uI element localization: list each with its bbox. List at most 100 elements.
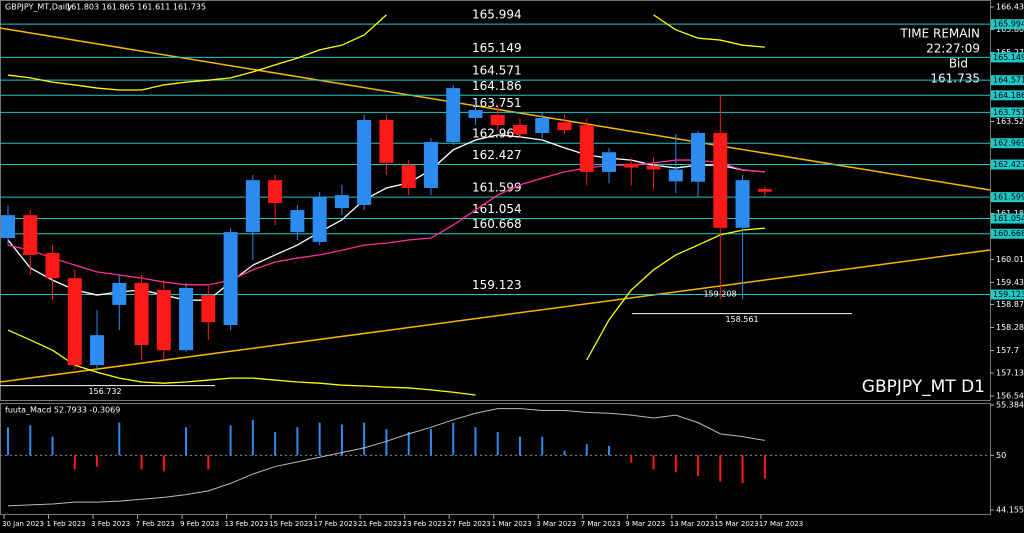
level-tag-label: 163.751	[993, 108, 1024, 117]
y-tick-label: 166.43	[996, 3, 1024, 12]
candle-body	[357, 119, 372, 205]
x-tick-label: 17 Mar 2023	[759, 520, 803, 528]
candle-body	[334, 195, 349, 209]
candle-body	[535, 117, 550, 133]
y-tick-label: 50	[996, 451, 1006, 460]
level-tag	[991, 90, 1024, 101]
candle-body	[512, 125, 527, 135]
histogram-bar	[652, 455, 655, 470]
level-tag	[991, 75, 1024, 86]
candle-body	[624, 163, 639, 168]
candle-body	[90, 335, 105, 366]
candle-body	[468, 110, 483, 118]
histogram-bar	[496, 431, 499, 456]
x-tick-label: 1 Feb 2023	[47, 520, 86, 528]
y-tick-label: 157.7	[996, 346, 1019, 355]
x-tick-label: 13 Mar 2023	[670, 520, 714, 528]
histogram-bar	[229, 425, 232, 456]
price-mark-label: 158.561	[725, 315, 758, 324]
level-tag	[991, 52, 1024, 63]
histogram-bar	[363, 422, 366, 456]
candle-body	[423, 141, 438, 189]
x-tick-label: 15 Feb 2023	[269, 520, 313, 528]
histogram-bar	[474, 427, 477, 456]
candle-body	[67, 278, 82, 366]
y-tick-label: 161.185	[996, 209, 1024, 218]
y-tick-label: 165.86	[996, 25, 1024, 34]
histogram-bar	[251, 419, 254, 456]
histogram-bar	[207, 455, 210, 470]
overlay-line	[7, 227, 765, 396]
main-frame	[0, 0, 991, 401]
x-tick-label: 7 Feb 2023	[136, 520, 175, 528]
price-mark-label: 156.732	[88, 387, 121, 396]
histogram-bar	[73, 455, 76, 470]
y-tick-label: 160.015	[996, 255, 1024, 264]
watermark: GBPJPY_MT D1	[862, 377, 985, 397]
level-label: 161.054	[472, 202, 522, 216]
candle-body	[602, 152, 617, 172]
x-tick-label: 3 Feb 2023	[91, 520, 130, 528]
x-tick-label: 1 Mar 2023	[492, 520, 532, 528]
x-tick-label: 7 Mar 2023	[581, 520, 621, 528]
trendline	[0, 27, 991, 191]
candle-body	[268, 180, 283, 203]
candle-body	[579, 125, 594, 172]
level-tag	[991, 159, 1024, 170]
level-tag	[991, 228, 1024, 239]
histogram-bar	[7, 427, 9, 456]
bid-label: Bid	[949, 57, 968, 71]
y-tick-label: 163.52	[996, 117, 1024, 126]
candle-body	[646, 165, 661, 170]
y-tick-label: 55.3841	[996, 401, 1024, 410]
y-tick-label: 158.285	[996, 323, 1024, 332]
level-tag	[991, 19, 1024, 30]
histogram-bar	[608, 445, 611, 456]
y-tick-label: 156.545	[996, 392, 1024, 401]
x-tick-label: 21 Feb 2023	[358, 520, 402, 528]
x-tick-label: 15 Mar 2023	[714, 520, 758, 528]
histogram-bar	[541, 436, 544, 456]
histogram-bar	[162, 455, 165, 472]
histogram-bar	[697, 455, 700, 476]
y-tick-label: 44.1557	[996, 506, 1024, 515]
time-remain: 22:27:09	[926, 42, 980, 56]
level-tag-label: 159.123	[993, 290, 1024, 299]
trendline	[0, 249, 991, 383]
candle-body	[668, 169, 683, 182]
x-tick-label: 27 Feb 2023	[447, 520, 491, 528]
x-tick-label: 17 Feb 2023	[314, 520, 358, 528]
histogram-bar	[296, 427, 299, 456]
level-label: 164.571	[472, 64, 522, 78]
candle-body	[134, 282, 149, 346]
level-label: 165.994	[472, 8, 522, 22]
candle-body	[179, 287, 194, 351]
histogram-bar	[741, 455, 744, 484]
level-label: 160.668	[472, 217, 522, 231]
histogram-bar	[51, 436, 54, 456]
histogram-bar	[274, 431, 277, 456]
level-label: 162.427	[472, 148, 522, 162]
x-tick-label: 9 Feb 2023	[180, 520, 219, 528]
histogram-bar	[763, 455, 766, 479]
y-tick-label: 158.87	[996, 300, 1024, 309]
candle-body	[156, 289, 171, 351]
overlay-line	[7, 134, 765, 301]
level-label: 162.969	[472, 127, 522, 141]
level-tag-label: 160.668	[993, 229, 1024, 238]
level-tag	[991, 138, 1024, 149]
level-tag-label: 161.054	[993, 214, 1024, 223]
level-label: 165.149	[472, 41, 522, 55]
level-tag	[991, 289, 1024, 300]
overlay-line	[7, 14, 765, 91]
sub-frame	[0, 403, 991, 515]
level-label: 163.751	[472, 96, 522, 110]
candle-body	[290, 210, 305, 233]
level-tag-label: 165.149	[993, 53, 1024, 62]
histogram-bar	[452, 422, 455, 456]
candle-body	[557, 122, 572, 131]
bid: 161.735	[930, 72, 980, 86]
